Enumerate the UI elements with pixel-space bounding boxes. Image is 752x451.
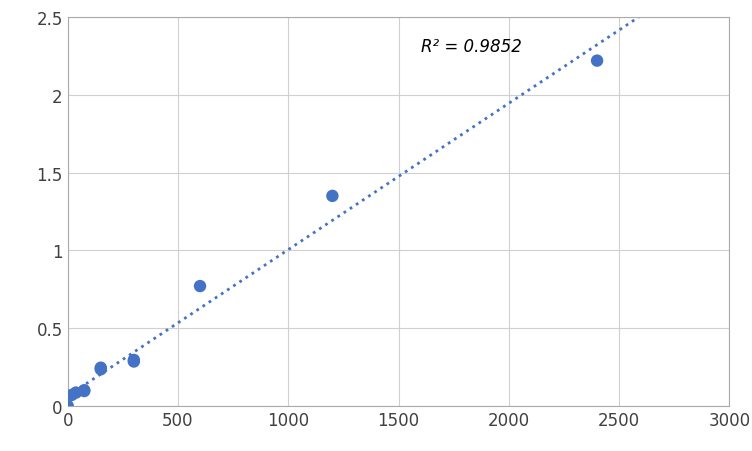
Point: [78, 387, 90, 394]
Point: [95, 364, 107, 372]
Text: R² = 0.9852: R² = 0.9852: [420, 38, 521, 56]
Point: [194, 283, 206, 290]
Point: [128, 358, 140, 365]
Point: [78, 387, 90, 395]
Point: [128, 357, 140, 364]
Point: [62, 402, 74, 410]
Point: [95, 366, 107, 373]
Point: [70, 389, 82, 396]
Point: [66, 391, 77, 399]
Point: [326, 193, 338, 200]
Point: [591, 58, 603, 65]
